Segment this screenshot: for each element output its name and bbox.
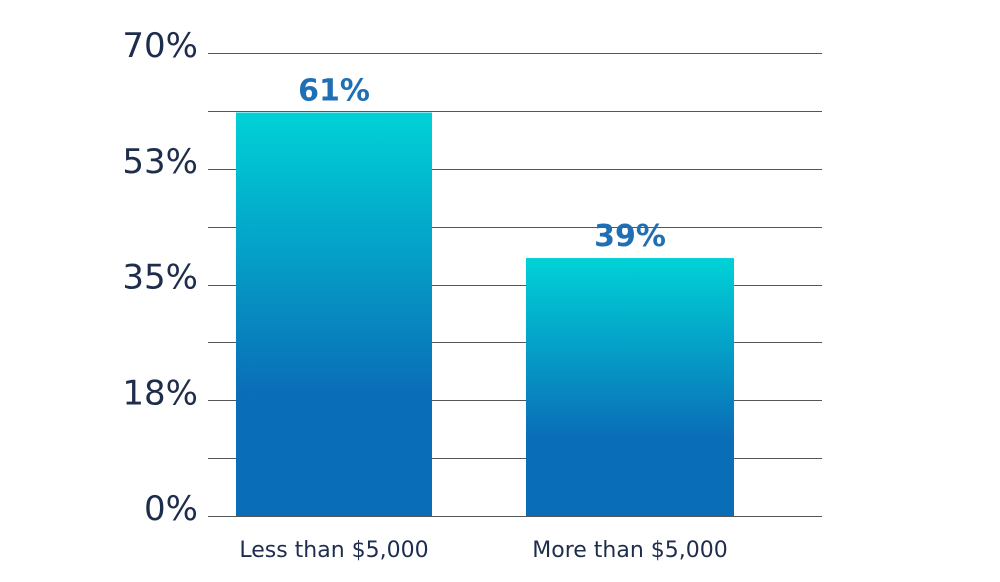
bar (526, 258, 734, 516)
data-label: 39% (594, 219, 666, 254)
y-axis-ticks: 0% 18% 35% 53% 70% (122, 26, 198, 529)
bar (236, 112, 432, 517)
data-label: 61% (298, 74, 370, 109)
y-tick-label: 53% (122, 142, 198, 182)
category-label: Less than $5,000 (239, 538, 428, 563)
y-tick-label: 35% (122, 258, 198, 298)
y-tick-label: 18% (122, 373, 198, 413)
category-label: More than $5,000 (532, 538, 728, 563)
y-tick-label: 70% (122, 26, 198, 66)
bars (236, 112, 734, 517)
x-axis-categories: Less than $5,000 More than $5,000 (239, 538, 727, 563)
y-tick-label: 0% (144, 489, 198, 529)
data-labels: 61% 39% (298, 74, 666, 255)
